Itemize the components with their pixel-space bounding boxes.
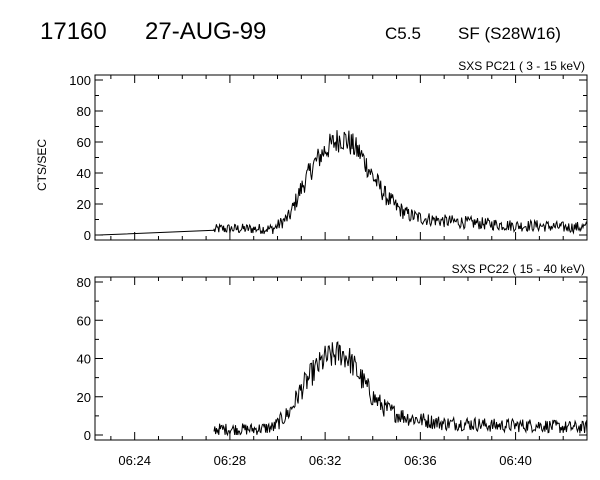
y-tick-label: 20 [77, 390, 91, 405]
y-tick-label: 80 [77, 275, 91, 290]
goes-class: C5.5 [385, 24, 421, 43]
panel-pc21-title: SXS PC21 ( 3 - 15 keV) [458, 59, 585, 73]
panel-pc21-ylabel: CTS/SEC [35, 139, 49, 191]
y-tick-label: 40 [77, 166, 91, 181]
panel-pc22: SXS PC22 ( 15 - 40 keV) 0 20 40 60 80 06:24 06… [77, 262, 588, 468]
x-tick-label: 06:32 [309, 453, 342, 468]
panel-pc21-frame [94, 74, 588, 241]
x-tick-label: 06:24 [118, 453, 151, 468]
series-line-pc22 [213, 341, 588, 437]
panel-pc22-title: SXS PC22 ( 15 - 40 keV) [452, 262, 585, 276]
y-tick-label: 0 [84, 428, 91, 443]
event-id: 17160 [40, 18, 107, 45]
panel-pc21: SXS PC21 ( 3 - 15 keV) CTS/SEC 0 20 40 60 80… [35, 59, 588, 243]
y-tick-label: 60 [77, 135, 91, 150]
y-tick-label: 40 [77, 352, 91, 367]
y-tick-label: 0 [84, 228, 91, 243]
y-tick-label: 80 [77, 104, 91, 119]
event-date: 27-AUG-99 [145, 18, 266, 45]
series-line-pc21 [98, 130, 588, 236]
y-tick-label: 20 [77, 197, 91, 212]
y-tick-label: 100 [69, 73, 91, 88]
y-tick-label: 60 [77, 313, 91, 328]
x-tick-label: 06:28 [214, 453, 247, 468]
x-tick-label: 06:36 [404, 453, 437, 468]
x-tick-label: 06:40 [499, 453, 532, 468]
flare-info: SF (S28W16) [458, 24, 561, 43]
